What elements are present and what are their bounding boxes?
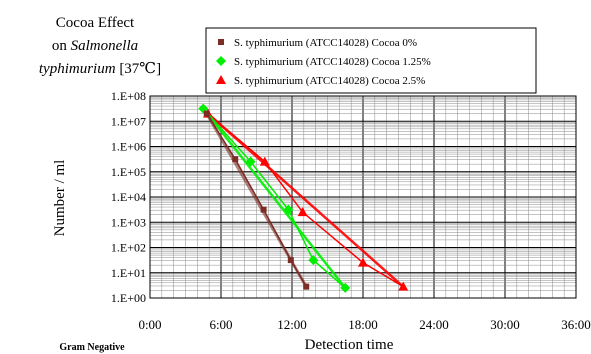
data-point-square — [203, 110, 210, 117]
x-tick-label: 24:00 — [419, 317, 449, 332]
data-point-diamond — [340, 282, 351, 293]
chart-title-line3: typhimurium [37℃] — [39, 61, 161, 77]
y-tick-label: 1.E+02 — [111, 241, 146, 255]
x-tick-label: 30:00 — [490, 317, 520, 332]
x-tick-label: 12:00 — [277, 317, 307, 332]
x-tick-label: 0:00 — [138, 317, 161, 332]
legend-label: S. typhimurium (ATCC14028) Cocoa 0% — [234, 37, 417, 49]
x-axis-label: Detection time — [305, 337, 394, 353]
series-trend-line — [207, 112, 405, 288]
y-axis-label: Number / ml — [52, 160, 68, 237]
y-tick-label: 1.E+01 — [111, 266, 146, 280]
chart-title-line3-suffix: [37℃] — [119, 61, 161, 77]
legend-label: S. typhimurium (ATCC14028) Cocoa 2.5% — [234, 75, 425, 87]
data-point-triangle — [398, 281, 409, 291]
y-tick-label: 1.E+04 — [111, 190, 146, 204]
data-point-triangle — [259, 156, 270, 166]
y-tick-label: 1.E+08 — [111, 89, 146, 103]
y-tick-label: 1.E+06 — [111, 140, 146, 154]
data-point-diamond — [283, 204, 294, 215]
data-point-triangle — [358, 257, 368, 267]
plot-frame — [149, 95, 577, 299]
chart-title-line2: on Salmonella — [52, 38, 138, 54]
legend: S. typhimurium (ATCC14028) Cocoa 0% S. ty… — [205, 27, 537, 94]
y-tick-labels: 1.E+00 1.E+01 1.E+02 1.E+03 1.E+04 1.E+05 1.E+… — [111, 89, 146, 305]
x-tick-label: 18:00 — [348, 317, 378, 332]
y-tick-label: 1.E+00 — [111, 291, 146, 305]
data-point-square — [260, 206, 267, 213]
data-point-triangle — [216, 75, 226, 84]
data-point-square — [218, 39, 224, 45]
footnote-gram-negative: Gram Negative — [59, 342, 125, 353]
chart-title-line2-prefix: on — [52, 38, 71, 54]
chart-title-line3-italic: typhimurium — [39, 61, 116, 77]
series-trend-line — [202, 107, 347, 289]
chart-title-line2-italic: Salmonella — [71, 38, 139, 54]
chart-title-line1: Cocoa Effect — [56, 15, 135, 31]
data-point-diamond — [216, 56, 226, 66]
y-tick-label: 1.E+05 — [111, 165, 146, 179]
data-point-diamond — [308, 255, 319, 266]
data-point-triangle — [297, 207, 308, 217]
x-tick-labels: 0:00 6:00 12:00 18:00 24:00 30:00 36:00 — [138, 317, 590, 332]
legend-label: S. typhimurium (ATCC14028) Cocoa 1.25% — [234, 56, 431, 68]
x-tick-label: 36:00 — [561, 317, 591, 332]
y-tick-label: 1.E+03 — [111, 215, 146, 229]
legend-box — [205, 27, 537, 94]
data-point-diamond — [245, 156, 256, 167]
data-point-square — [232, 156, 239, 163]
data-point-square — [303, 283, 310, 290]
data-point-square — [287, 257, 294, 264]
x-tick-label: 6:00 — [209, 317, 232, 332]
series-layer — [198, 103, 409, 293]
y-tick-label: 1.E+07 — [111, 114, 146, 128]
